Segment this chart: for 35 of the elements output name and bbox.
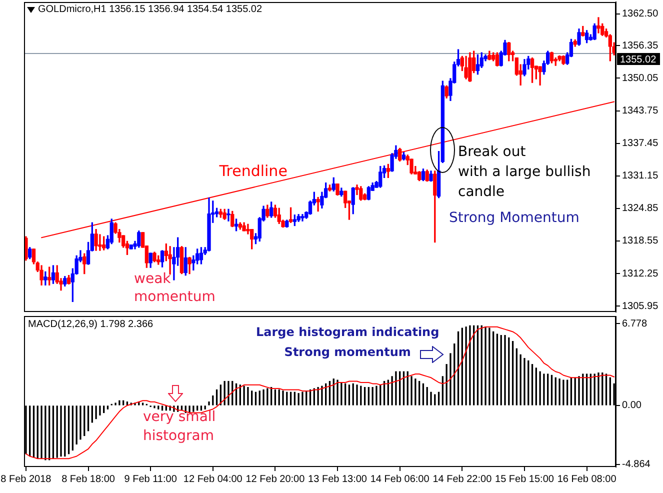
y-tick-label: 1305.95 <box>622 300 659 312</box>
x-tick-label: 14 Feb 06:00 <box>370 474 430 485</box>
y-tick-label: 1350.05 <box>622 72 659 84</box>
y-tick-label: -4.864 <box>622 459 651 470</box>
candlestick <box>596 17 600 34</box>
x-tick-label: 9 Feb 11:00 <box>124 474 178 485</box>
x-tick-label: 8 Feb 2018 <box>0 474 52 485</box>
y-tick-label: 0.00 <box>622 400 642 412</box>
y-tick-label: 1362.50 <box>622 8 659 20</box>
annotation: Large histogram indicating Strong momentum <box>256 324 440 361</box>
y-tick-label: 1356.35 <box>622 40 659 52</box>
y-tick-label: 6.778 <box>622 318 648 330</box>
x-tick-label: 12 Feb 04:00 <box>183 474 243 485</box>
y-tick-label: 1337.45 <box>622 138 659 150</box>
y-tick-label: 1343.75 <box>622 106 659 117</box>
candlestick <box>226 208 230 222</box>
annotation: Strong Momentum <box>449 209 580 227</box>
x-tick-label: 15 Feb 15:00 <box>495 474 554 485</box>
y-tick-label: 1324.85 <box>622 203 659 214</box>
annotation: very small histogram <box>143 408 216 446</box>
x-tick-label: 16 Feb 08:00 <box>557 474 617 485</box>
x-tick-label: 14 Feb 22:00 <box>432 474 492 485</box>
ref-line-label: 1355.02 <box>620 54 657 66</box>
annotation: weak momentum <box>134 270 216 306</box>
x-tick-label: 8 Feb 18:00 <box>62 474 116 485</box>
y-tick-label: 1312.25 <box>622 268 659 280</box>
y-tick-label: 1331.15 <box>622 170 659 182</box>
chart-title: MACD(12,26,9) 1.798 2.366 <box>28 319 154 331</box>
x-tick-label: 13 Feb 13:00 <box>308 474 368 485</box>
chart-title: GOLDmicro,H1 1356.15 1356.94 1354.54 1355.02 <box>38 4 262 16</box>
y-tick-label: 1318.55 <box>622 236 659 247</box>
series-label: Trendline <box>218 162 288 180</box>
candlestick <box>316 196 320 212</box>
x-tick-label: 12 Feb 20:00 <box>246 474 306 485</box>
annotation: Break out with a large bullish candle <box>458 143 591 202</box>
